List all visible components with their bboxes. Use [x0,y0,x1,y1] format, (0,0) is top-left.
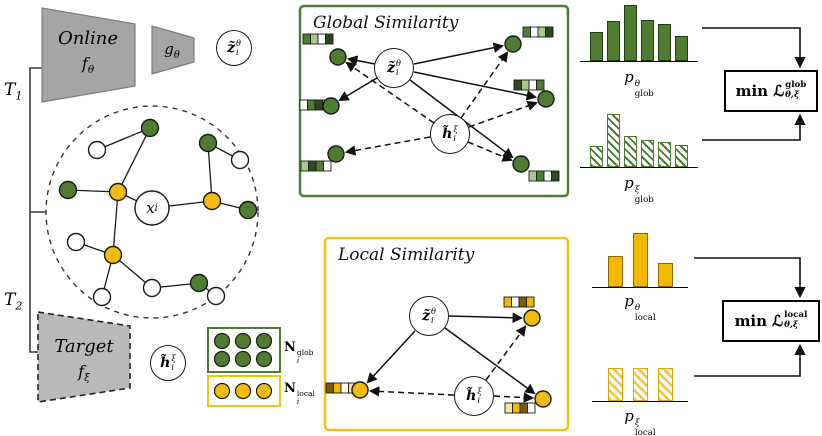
local-neighbor-node [534,390,552,408]
feature-vectors-global [299,26,560,182]
global-neighbor-node [322,97,340,115]
histogram-bar [641,20,654,61]
histogram-bar [658,142,671,167]
local-similarity-box [323,236,570,432]
p-glob-theta-label: p θ glob [624,68,654,100]
global-neighbor-node [537,90,555,108]
feature-vector [503,296,535,308]
graph-node [108,182,128,202]
global-neighbor-node [329,48,347,66]
local-neighbor-nodes [351,309,552,408]
feature-vector [504,402,536,414]
local-online-similarity-arrows [366,312,536,395]
global-neighbor-nodes [322,35,555,173]
graph-node [87,140,107,160]
histogram-bar [632,233,648,287]
graph-node [103,245,123,265]
histogram-bar [607,21,620,61]
graph-node [142,278,162,298]
graph-node [92,287,112,307]
graph-node [189,273,209,293]
histogram-bar [590,146,603,167]
feature-vector [522,26,554,38]
global-neighbor-node [504,35,522,53]
histogram-bar [657,368,673,401]
global-h-circle: h̃ ξ i [430,114,470,154]
global-similarity-title: Global Similarity [313,13,459,33]
loss-flow-arrows [694,27,806,377]
graph-node [230,150,250,170]
local-neighbor-node [523,309,541,327]
local-target-similarity-arrows [368,325,535,403]
graph-node [206,286,226,306]
target-encoder-title: Target [54,336,114,357]
graph-node [58,180,78,200]
histogram-bar [607,114,620,167]
augmentation-t1-label: T1 [4,80,23,103]
local-neighbor-node [351,381,369,399]
histogram-bar [657,263,673,287]
histogram-p-local-xi [592,348,688,402]
legend-local-dots [213,382,273,400]
augmentation-t2-label: T2 [4,290,23,313]
histogram-p-glob-xi [580,112,698,168]
histogram-bar [624,5,637,61]
feature-vector [513,79,545,91]
histogram-bar [675,145,688,167]
histogram-bar [607,368,623,401]
target-encoder-shape [37,311,131,403]
histogram-p-glob-theta [580,5,698,62]
h-embedding-circle: h̃ ξ i [150,345,186,381]
z-embedding-circle: z̃ θ i [216,30,252,66]
online-encoder-fn: fθ [81,54,95,77]
histogram-p-local-theta [592,233,688,288]
projector-shape [151,25,195,75]
target-encoder-fn: fξ [78,362,90,385]
online-encoder-title: Online [57,28,119,49]
graph-node [238,200,258,220]
graph-node [198,133,218,153]
histogram-bar [658,24,671,61]
histogram-bar [641,140,654,167]
local-similarity-title: Local Similarity [338,245,475,265]
feature-vector [528,170,560,182]
augmentation-connector [29,67,46,353]
feature-vectors-local [325,296,536,414]
histogram-bar [675,36,688,61]
p-glob-xi-label: p ξ glob [624,174,654,206]
graph-nodes [58,118,258,307]
p-local-xi-label: p ξ local [624,407,656,436]
graph-node [202,191,222,211]
feature-vector [300,160,332,172]
anchor-node [134,190,170,226]
graph-node [140,118,160,138]
histogram-bar [632,368,648,401]
global-neighbor-node [512,155,530,173]
graph-node [66,232,86,252]
global-target-similarity-arrows [344,51,538,162]
histogram-bar [607,256,623,287]
projector-label: gθ [164,40,180,61]
legend-glob-dots [213,332,273,368]
histogram-bar [590,32,603,61]
local-h-circle: h̃ ξ i [454,376,494,416]
local-z-circle: z̃ θ i [409,296,449,336]
global-neighbor-node [327,145,345,163]
global-z-circle: z̃ θ i [374,48,414,88]
online-encoder-shape [41,7,136,103]
histogram-bar [624,136,637,167]
p-local-theta-label: p θ local [624,292,656,324]
feature-vector [302,33,334,45]
